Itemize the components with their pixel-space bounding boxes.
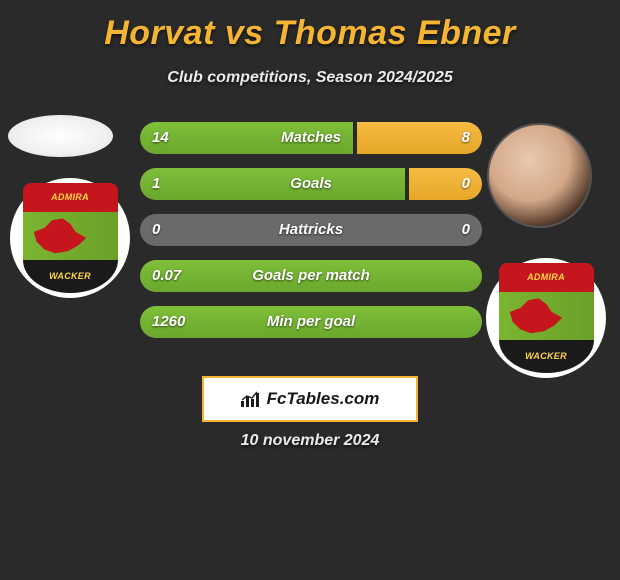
footer-date: 10 november 2024 — [0, 432, 620, 450]
badge-lion-icon — [23, 212, 118, 260]
logo-text: FcTables.com — [267, 389, 380, 409]
player-right-avatar — [487, 123, 592, 228]
page-subtitle: Club competitions, Season 2024/2025 — [0, 69, 620, 87]
badge-lion-icon — [499, 292, 594, 340]
fctables-logo: FcTables.com — [202, 376, 418, 422]
badge-shield-icon: ADMIRA WACKER — [23, 183, 118, 293]
stat-row-min-per-goal: 1260 Min per goal — [140, 306, 482, 338]
badge-bottom-text: WACKER — [499, 340, 594, 373]
player-left-avatar — [8, 115, 113, 157]
stat-label: Hattricks — [140, 214, 482, 246]
stat-row-goals: 1 Goals 0 — [140, 168, 482, 200]
stat-label: Goals per match — [140, 260, 482, 292]
club-right-badge: ADMIRA WACKER — [486, 258, 606, 378]
stats-container: 14 Matches 8 1 Goals 0 0 Hattricks 0 0.0… — [140, 122, 482, 352]
badge-top-text: ADMIRA — [499, 263, 594, 292]
badge-bottom-text: WACKER — [23, 260, 118, 293]
bar-chart-icon — [241, 391, 261, 407]
stat-label: Matches — [140, 122, 482, 154]
stat-row-goals-per-match: 0.07 Goals per match — [140, 260, 482, 292]
stat-label: Min per goal — [140, 306, 482, 338]
stat-right-value: 0 — [462, 168, 470, 200]
page-title: Horvat vs Thomas Ebner — [0, 0, 620, 53]
stat-row-matches: 14 Matches 8 — [140, 122, 482, 154]
stat-right-value: 8 — [462, 122, 470, 154]
badge-shield-icon: ADMIRA WACKER — [499, 263, 594, 373]
club-left-badge: ADMIRA WACKER — [10, 178, 130, 298]
badge-top-text: ADMIRA — [23, 183, 118, 212]
stat-row-hattricks: 0 Hattricks 0 — [140, 214, 482, 246]
stat-right-value: 0 — [462, 214, 470, 246]
stat-label: Goals — [140, 168, 482, 200]
